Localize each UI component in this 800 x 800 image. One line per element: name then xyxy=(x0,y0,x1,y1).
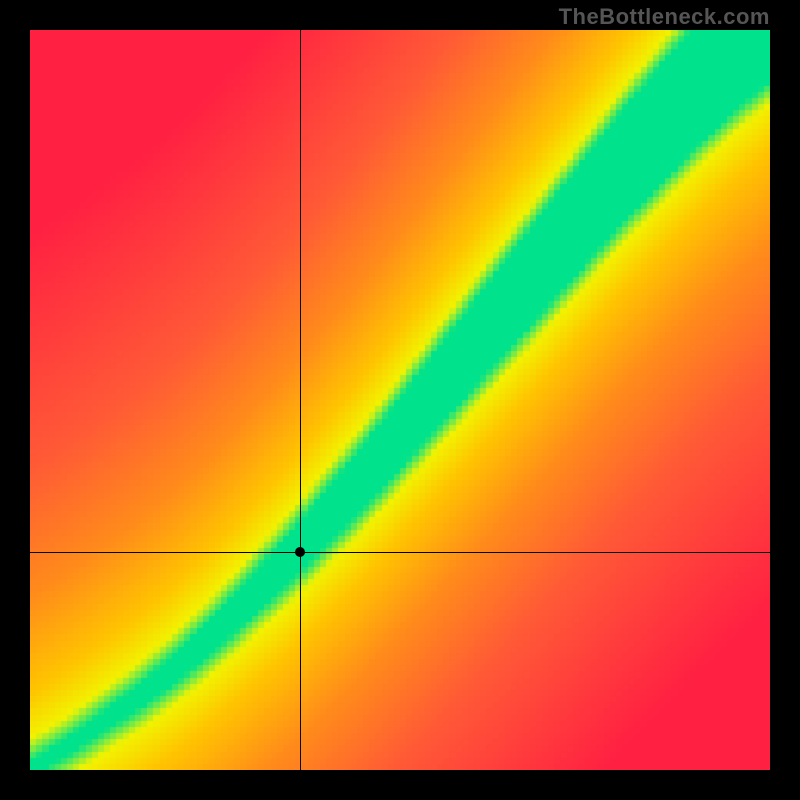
plot-area xyxy=(30,30,770,770)
bottleneck-heatmap xyxy=(30,30,770,770)
watermark-text: TheBottleneck.com xyxy=(559,4,770,30)
chart-frame: TheBottleneck.com xyxy=(0,0,800,800)
crosshair-vertical xyxy=(300,30,301,770)
crosshair-horizontal xyxy=(30,552,770,553)
selection-point xyxy=(295,547,305,557)
